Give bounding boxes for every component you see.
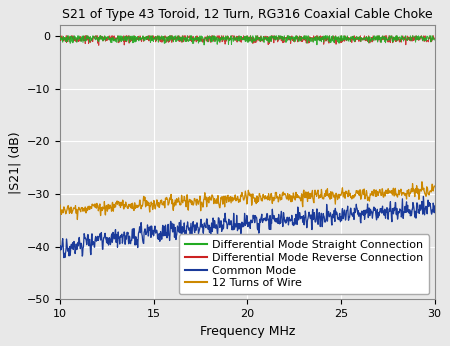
Y-axis label: |S21| (dB): |S21| (dB) [9,131,21,194]
X-axis label: Frequency MHz: Frequency MHz [200,325,295,338]
Legend: Differential Mode Straight Connection, Differential Mode Reverse Connection, Com: Differential Mode Straight Connection, D… [179,234,429,294]
Title: S21 of Type 43 Toroid, 12 Turn, RG316 Coaxial Cable Choke: S21 of Type 43 Toroid, 12 Turn, RG316 Co… [62,8,433,21]
